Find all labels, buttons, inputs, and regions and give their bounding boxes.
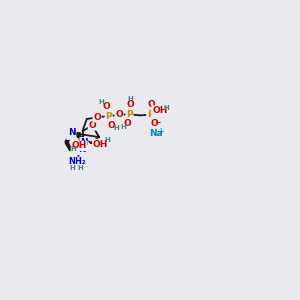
Text: H: H (70, 146, 76, 152)
Text: Na: Na (149, 129, 162, 138)
Text: NH₂: NH₂ (68, 158, 86, 166)
Text: O: O (127, 100, 134, 109)
Text: N: N (80, 138, 88, 147)
Text: N: N (78, 145, 86, 154)
Text: P: P (105, 112, 112, 121)
Text: P: P (126, 110, 133, 119)
Text: O: O (115, 110, 123, 119)
Text: H: H (114, 124, 119, 130)
Text: OH: OH (152, 106, 168, 115)
Text: N: N (67, 130, 75, 139)
Text: OH: OH (71, 141, 87, 150)
Text: O: O (108, 121, 115, 130)
Text: H: H (99, 99, 105, 105)
Text: O: O (88, 121, 96, 130)
Text: O: O (124, 119, 131, 128)
Text: H: H (164, 105, 169, 111)
Text: −: − (154, 118, 161, 127)
Text: O: O (148, 100, 155, 109)
Text: H: H (69, 165, 75, 171)
Text: O: O (102, 102, 110, 111)
Text: H: H (121, 124, 126, 130)
Text: P: P (147, 110, 154, 119)
Text: H: H (128, 96, 134, 102)
Text: H: H (77, 165, 83, 171)
Text: O: O (93, 113, 101, 122)
Text: N: N (68, 128, 76, 137)
Text: H: H (104, 137, 110, 143)
Text: +: + (158, 127, 164, 136)
Text: OH: OH (93, 140, 108, 148)
Text: O: O (151, 119, 158, 128)
